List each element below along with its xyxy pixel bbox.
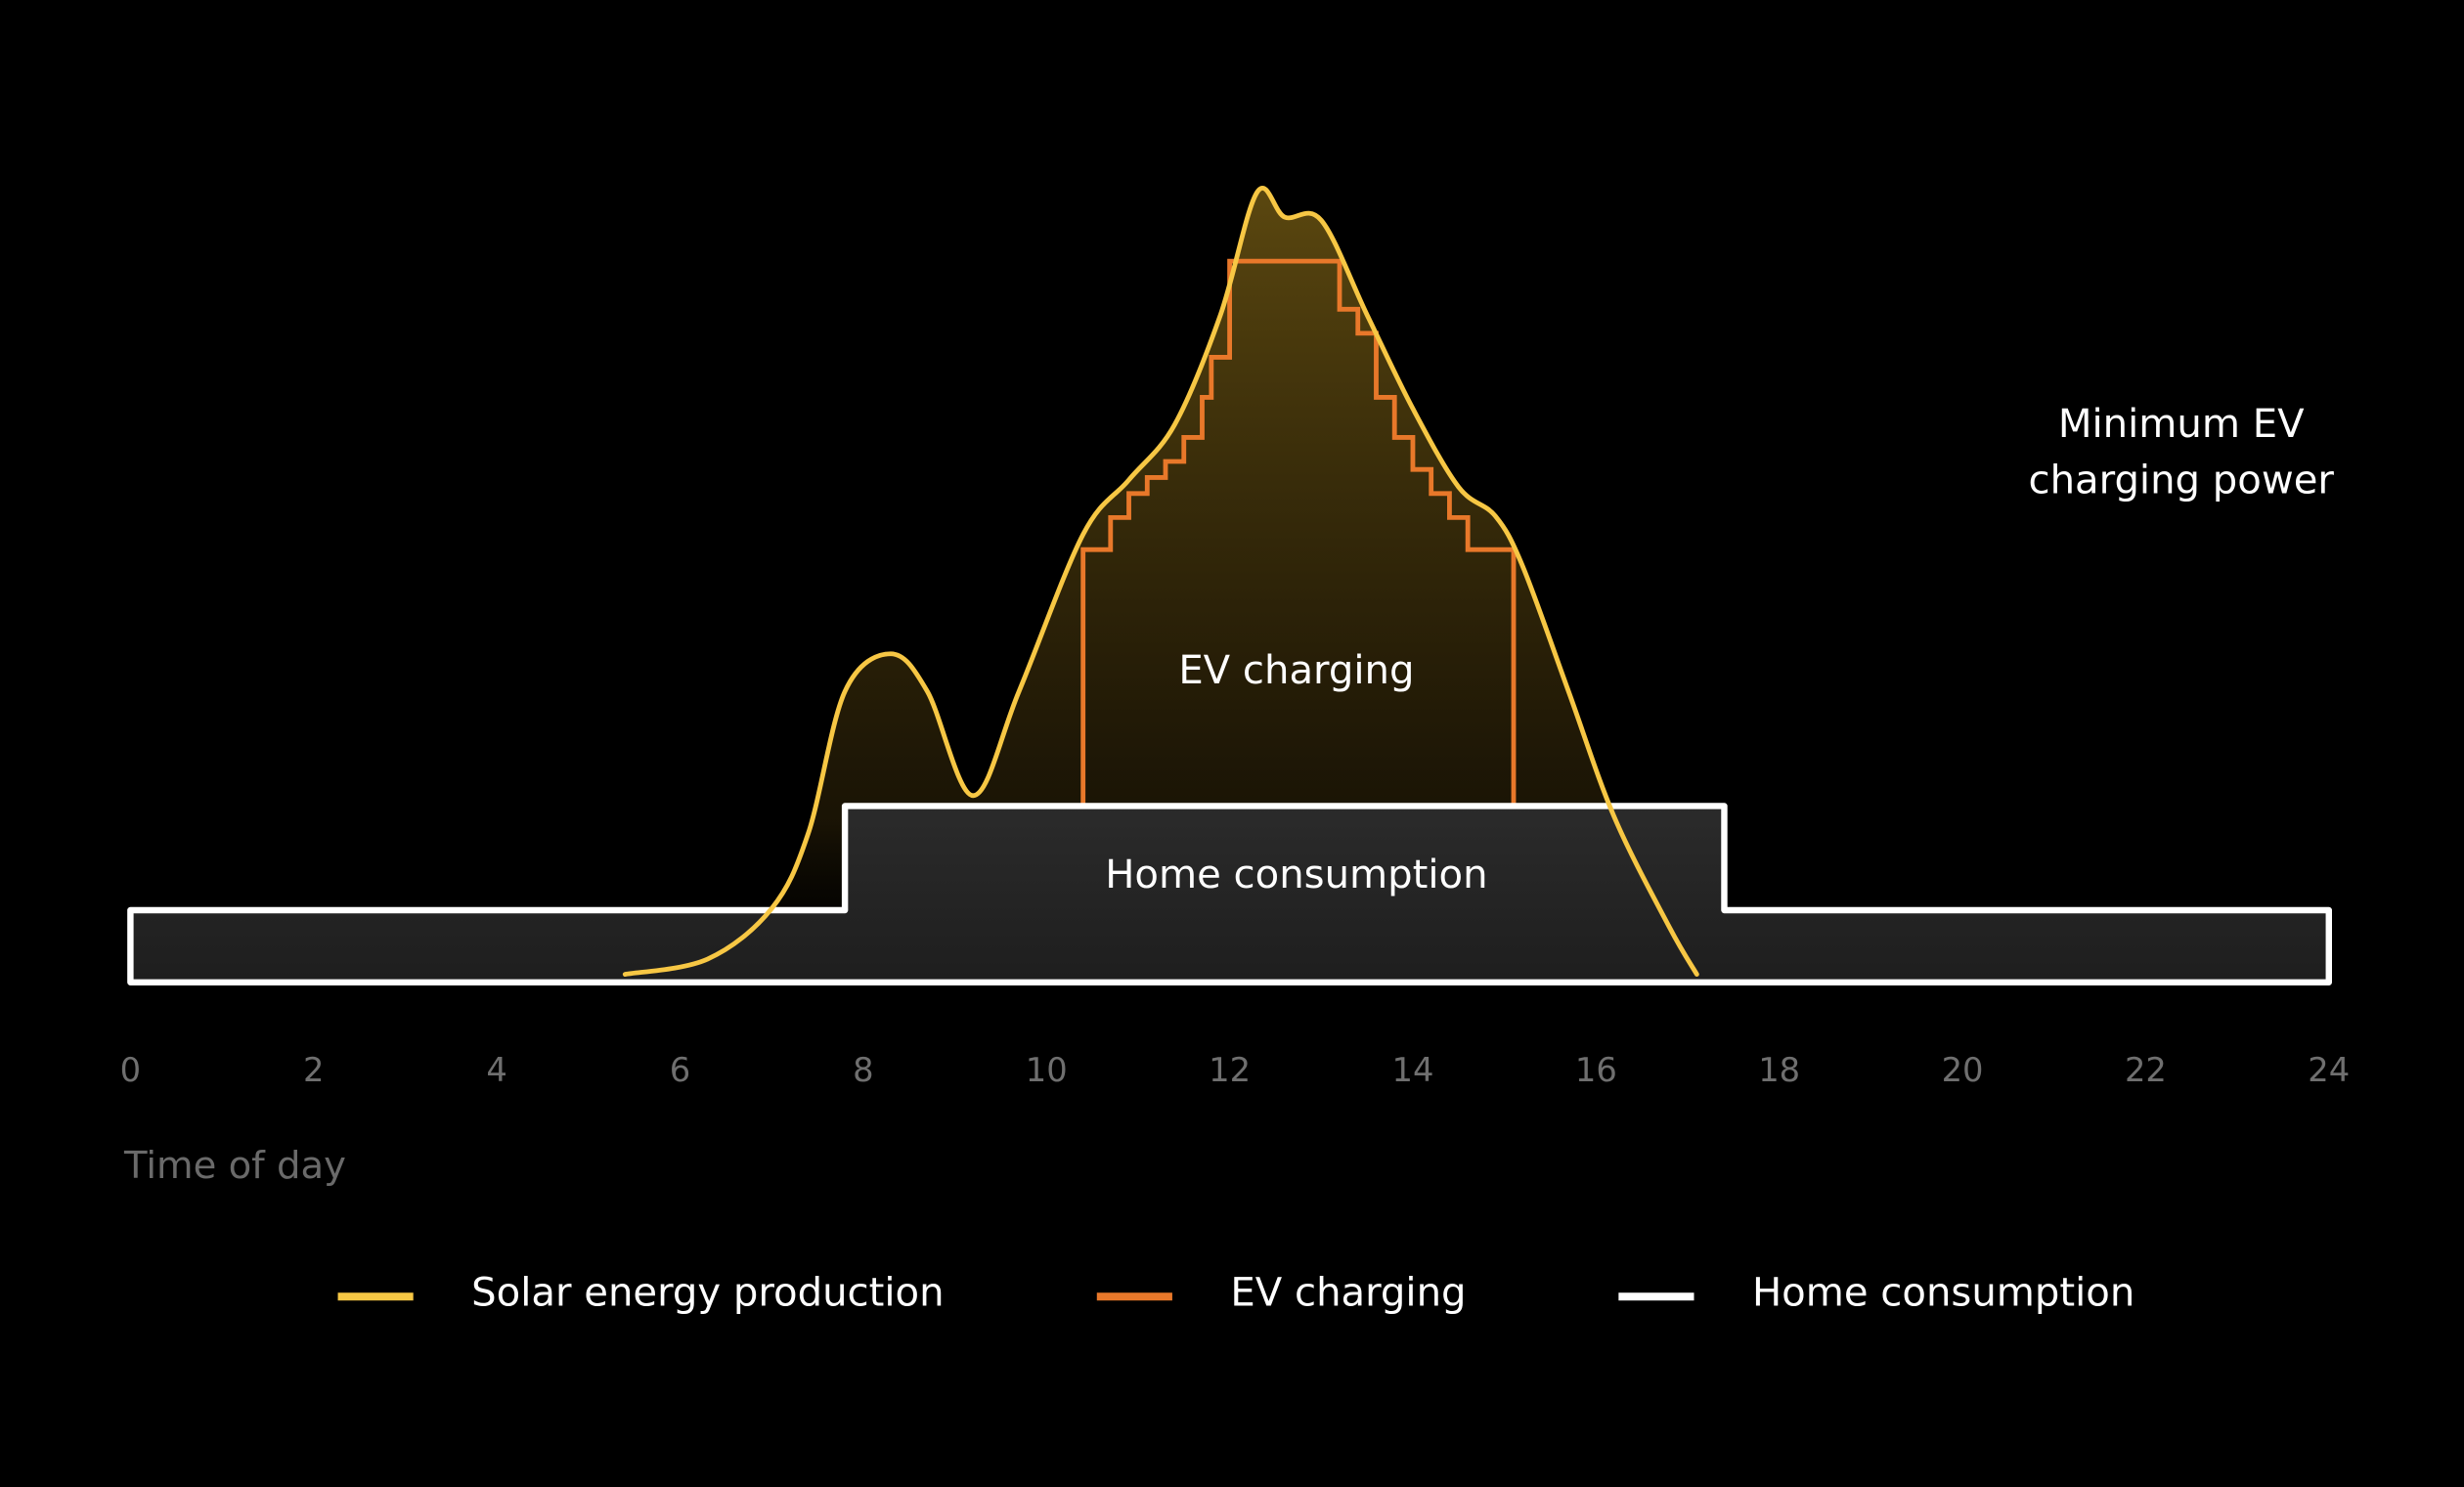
x-tick-label: 12: [1209, 1051, 1251, 1089]
threshold-label: Minimum EV: [2058, 402, 2305, 447]
x-tick-label: 18: [1758, 1051, 1800, 1089]
x-tick-label: 16: [1575, 1051, 1617, 1089]
x-tick-label: 20: [1942, 1051, 1984, 1089]
ev-line: [1080, 258, 1517, 807]
x-axis-label: Time of day: [123, 1144, 346, 1188]
annotation: EV charging: [1178, 648, 1414, 693]
x-tick-label: 8: [853, 1051, 873, 1089]
annotation: Home consumption: [1105, 853, 1487, 897]
x-tick-label: 2: [303, 1051, 324, 1089]
threshold-label: charging power: [2029, 459, 2335, 503]
legend-label: EV charging: [1230, 1271, 1466, 1316]
x-tick-label: 4: [486, 1051, 506, 1089]
x-tick-label: 10: [1026, 1051, 1068, 1089]
x-tick-label: 24: [2308, 1051, 2350, 1089]
legend-label: Home consumption: [1752, 1271, 2134, 1316]
solar-area: [625, 188, 1697, 983]
x-tick-label: 14: [1391, 1051, 1433, 1089]
home-area: [127, 803, 2332, 985]
x-tick-label: 22: [2125, 1051, 2167, 1089]
x-tick-label: 6: [670, 1051, 690, 1089]
x-tick-label: 0: [120, 1051, 141, 1089]
solar-line: [622, 186, 1699, 977]
legend-label: Solar energy production: [471, 1271, 944, 1316]
